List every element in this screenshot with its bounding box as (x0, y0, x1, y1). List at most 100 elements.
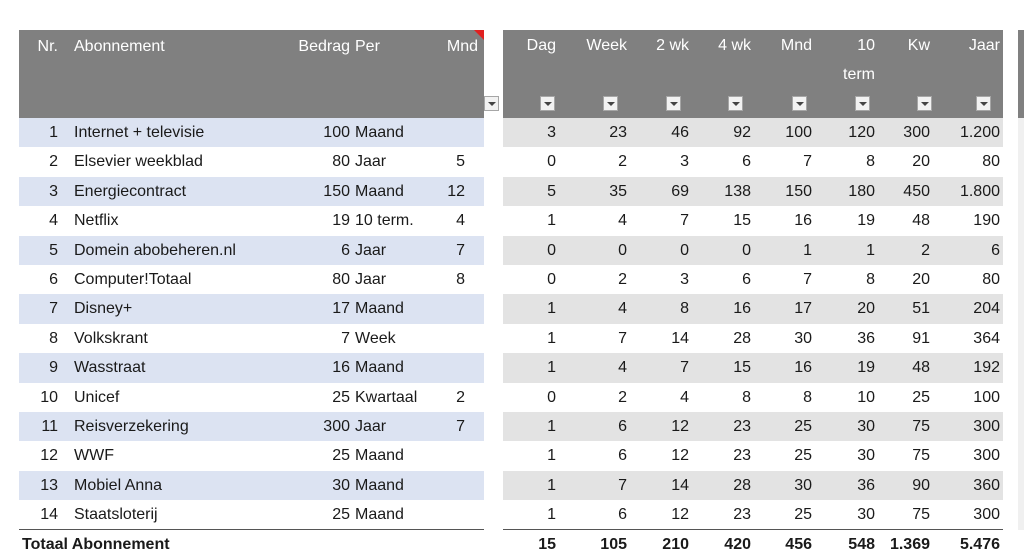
cell-value[interactable]: 204 (973, 300, 1000, 318)
cell-value[interactable]: 48 (912, 359, 930, 377)
cell-value[interactable]: 20 (912, 153, 930, 171)
table-row[interactable]: 0 2 3 6 7 8 20 80 (503, 147, 1003, 177)
filter-dropdown[interactable] (976, 96, 991, 111)
cell-per[interactable]: Maand (355, 300, 404, 318)
cell-bedrag[interactable]: 150 (323, 182, 350, 200)
cell-abonnement[interactable]: Mobiel Anna (74, 476, 163, 494)
cell-per[interactable]: 10 term. (355, 212, 414, 230)
cell-nr[interactable]: 13 (40, 476, 58, 494)
header-col-7[interactable]: Jaar (968, 37, 1000, 54)
cell-value[interactable]: 80 (982, 270, 1000, 288)
cell-bedrag[interactable]: 25 (332, 388, 350, 406)
table-row[interactable]: 9 Wasstraat 16 Maand (19, 353, 484, 383)
cell-abonnement[interactable]: WWF (74, 447, 114, 465)
cell-value[interactable]: 0 (680, 241, 689, 259)
cell-abonnement[interactable]: Staatsloterij (74, 506, 158, 524)
header-abonnement[interactable]: Abonnement (74, 38, 165, 55)
cell-abonnement[interactable]: Wasstraat (74, 359, 146, 377)
cell-per[interactable]: Maand (355, 124, 404, 141)
cell-value[interactable]: 1 (866, 241, 875, 259)
table-row[interactable]: 1 4 7 15 16 19 48 190 (503, 206, 1003, 236)
cell-value[interactable]: 364 (973, 329, 1000, 347)
cell-value[interactable]: 4 (680, 388, 689, 406)
cell-per[interactable]: Week (355, 329, 396, 347)
cell-value[interactable]: 4 (618, 300, 627, 318)
table-row[interactable]: 1 6 12 23 25 30 75 300 (503, 441, 1003, 471)
cell-value[interactable]: 16 (794, 212, 812, 230)
table-row[interactable]: 1 6 12 23 25 30 75 300 (503, 411, 1003, 442)
cell-mnd[interactable]: 12 (447, 182, 465, 200)
cell-nr[interactable]: 9 (49, 359, 58, 377)
cell-bedrag[interactable]: 80 (332, 270, 350, 288)
cell-bedrag[interactable]: 7 (341, 329, 350, 347)
cell-nr[interactable]: 2 (49, 153, 58, 171)
header-per[interactable]: Per (355, 38, 380, 55)
table-row[interactable]: 1 7 14 28 30 36 90 360 (503, 470, 1003, 501)
table-row[interactable]: 0 2 4 8 8 10 25 100 (503, 382, 1003, 412)
cell-value[interactable]: 0 (547, 153, 556, 171)
cell-value[interactable]: 1 (547, 359, 556, 377)
cell-value[interactable]: 20 (857, 300, 875, 318)
cell-bedrag[interactable]: 300 (323, 417, 350, 435)
cell-value[interactable]: 100 (785, 124, 812, 141)
cell-value[interactable]: 8 (680, 300, 689, 318)
cell-value[interactable]: 0 (547, 388, 556, 406)
cell-mnd[interactable]: 7 (456, 241, 465, 259)
cell-bedrag[interactable]: 6 (341, 241, 350, 259)
cell-nr[interactable]: 4 (49, 212, 58, 230)
cell-nr[interactable]: 8 (49, 329, 58, 347)
cell-value[interactable]: 1 (547, 300, 556, 318)
cell-value[interactable]: 23 (733, 506, 751, 524)
cell-per[interactable]: Jaar (355, 417, 387, 435)
cell-mnd[interactable]: 7 (456, 417, 465, 435)
cell-value[interactable]: 7 (680, 212, 689, 230)
cell-nr[interactable]: 11 (41, 417, 58, 435)
cell-abonnement[interactable]: Energiecontract (74, 182, 187, 200)
cell-value[interactable]: 28 (733, 329, 751, 347)
cell-value[interactable]: 6 (742, 153, 751, 171)
cell-value[interactable]: 2 (618, 388, 627, 406)
header-col-6[interactable]: Kw (907, 37, 930, 54)
cell-mnd[interactable]: 4 (456, 212, 465, 230)
cell-value[interactable]: 30 (857, 506, 875, 524)
cell-value[interactable]: 35 (609, 182, 627, 200)
cell-value[interactable]: 48 (912, 212, 930, 230)
cell-value[interactable]: 6 (618, 506, 627, 524)
cell-value[interactable]: 75 (912, 506, 930, 524)
filter-dropdown-mnd[interactable] (484, 96, 499, 111)
cell-value[interactable]: 15 (733, 359, 751, 377)
cell-value[interactable]: 138 (724, 182, 751, 200)
cell-abonnement[interactable]: Computer!Totaal (74, 270, 192, 288)
cell-value[interactable]: 12 (671, 417, 689, 435)
cell-value[interactable]: 15 (733, 212, 751, 230)
cell-value[interactable]: 192 (973, 359, 1000, 377)
table-row[interactable]: 1 4 7 15 16 19 48 192 (503, 353, 1003, 383)
cell-value[interactable]: 25 (794, 447, 812, 465)
cell-value[interactable]: 1.200 (959, 124, 1000, 141)
table-row[interactable]: 3 Energiecontract 150 Maand 12 (19, 176, 484, 207)
table-row[interactable]: 1 7 14 28 30 36 91 364 (503, 323, 1003, 354)
cell-mnd[interactable]: 2 (456, 388, 465, 406)
cell-value[interactable]: 150 (785, 182, 812, 200)
table-row[interactable]: 0 0 0 0 1 1 2 6 (503, 235, 1003, 265)
cell-value[interactable]: 3 (547, 124, 556, 141)
cell-value[interactable]: 19 (857, 212, 875, 230)
cell-nr[interactable]: 14 (40, 506, 58, 524)
cell-value[interactable]: 1 (547, 447, 556, 465)
cell-nr[interactable]: 10 (40, 388, 58, 406)
cell-per[interactable]: Maand (355, 506, 404, 524)
cell-value[interactable]: 25 (794, 506, 812, 524)
table-row[interactable]: 4 Netflix 19 10 term. 4 (19, 206, 484, 236)
cell-value[interactable]: 180 (848, 182, 875, 200)
table-row[interactable]: 10 Unicef 25 Kwartaal 2 (19, 382, 484, 412)
cell-value[interactable]: 0 (547, 241, 556, 259)
cell-value[interactable]: 300 (973, 506, 1000, 524)
cell-value[interactable]: 17 (794, 300, 812, 318)
header-col-2[interactable]: 2 wk (656, 37, 689, 54)
cell-value[interactable]: 23 (733, 447, 751, 465)
filter-dropdown[interactable] (792, 96, 807, 111)
cell-value[interactable]: 19 (857, 359, 875, 377)
cell-abonnement[interactable]: Netflix (74, 212, 119, 230)
cell-value[interactable]: 8 (866, 153, 875, 171)
table-row[interactable]: 13 Mobiel Anna 30 Maand (19, 470, 484, 501)
